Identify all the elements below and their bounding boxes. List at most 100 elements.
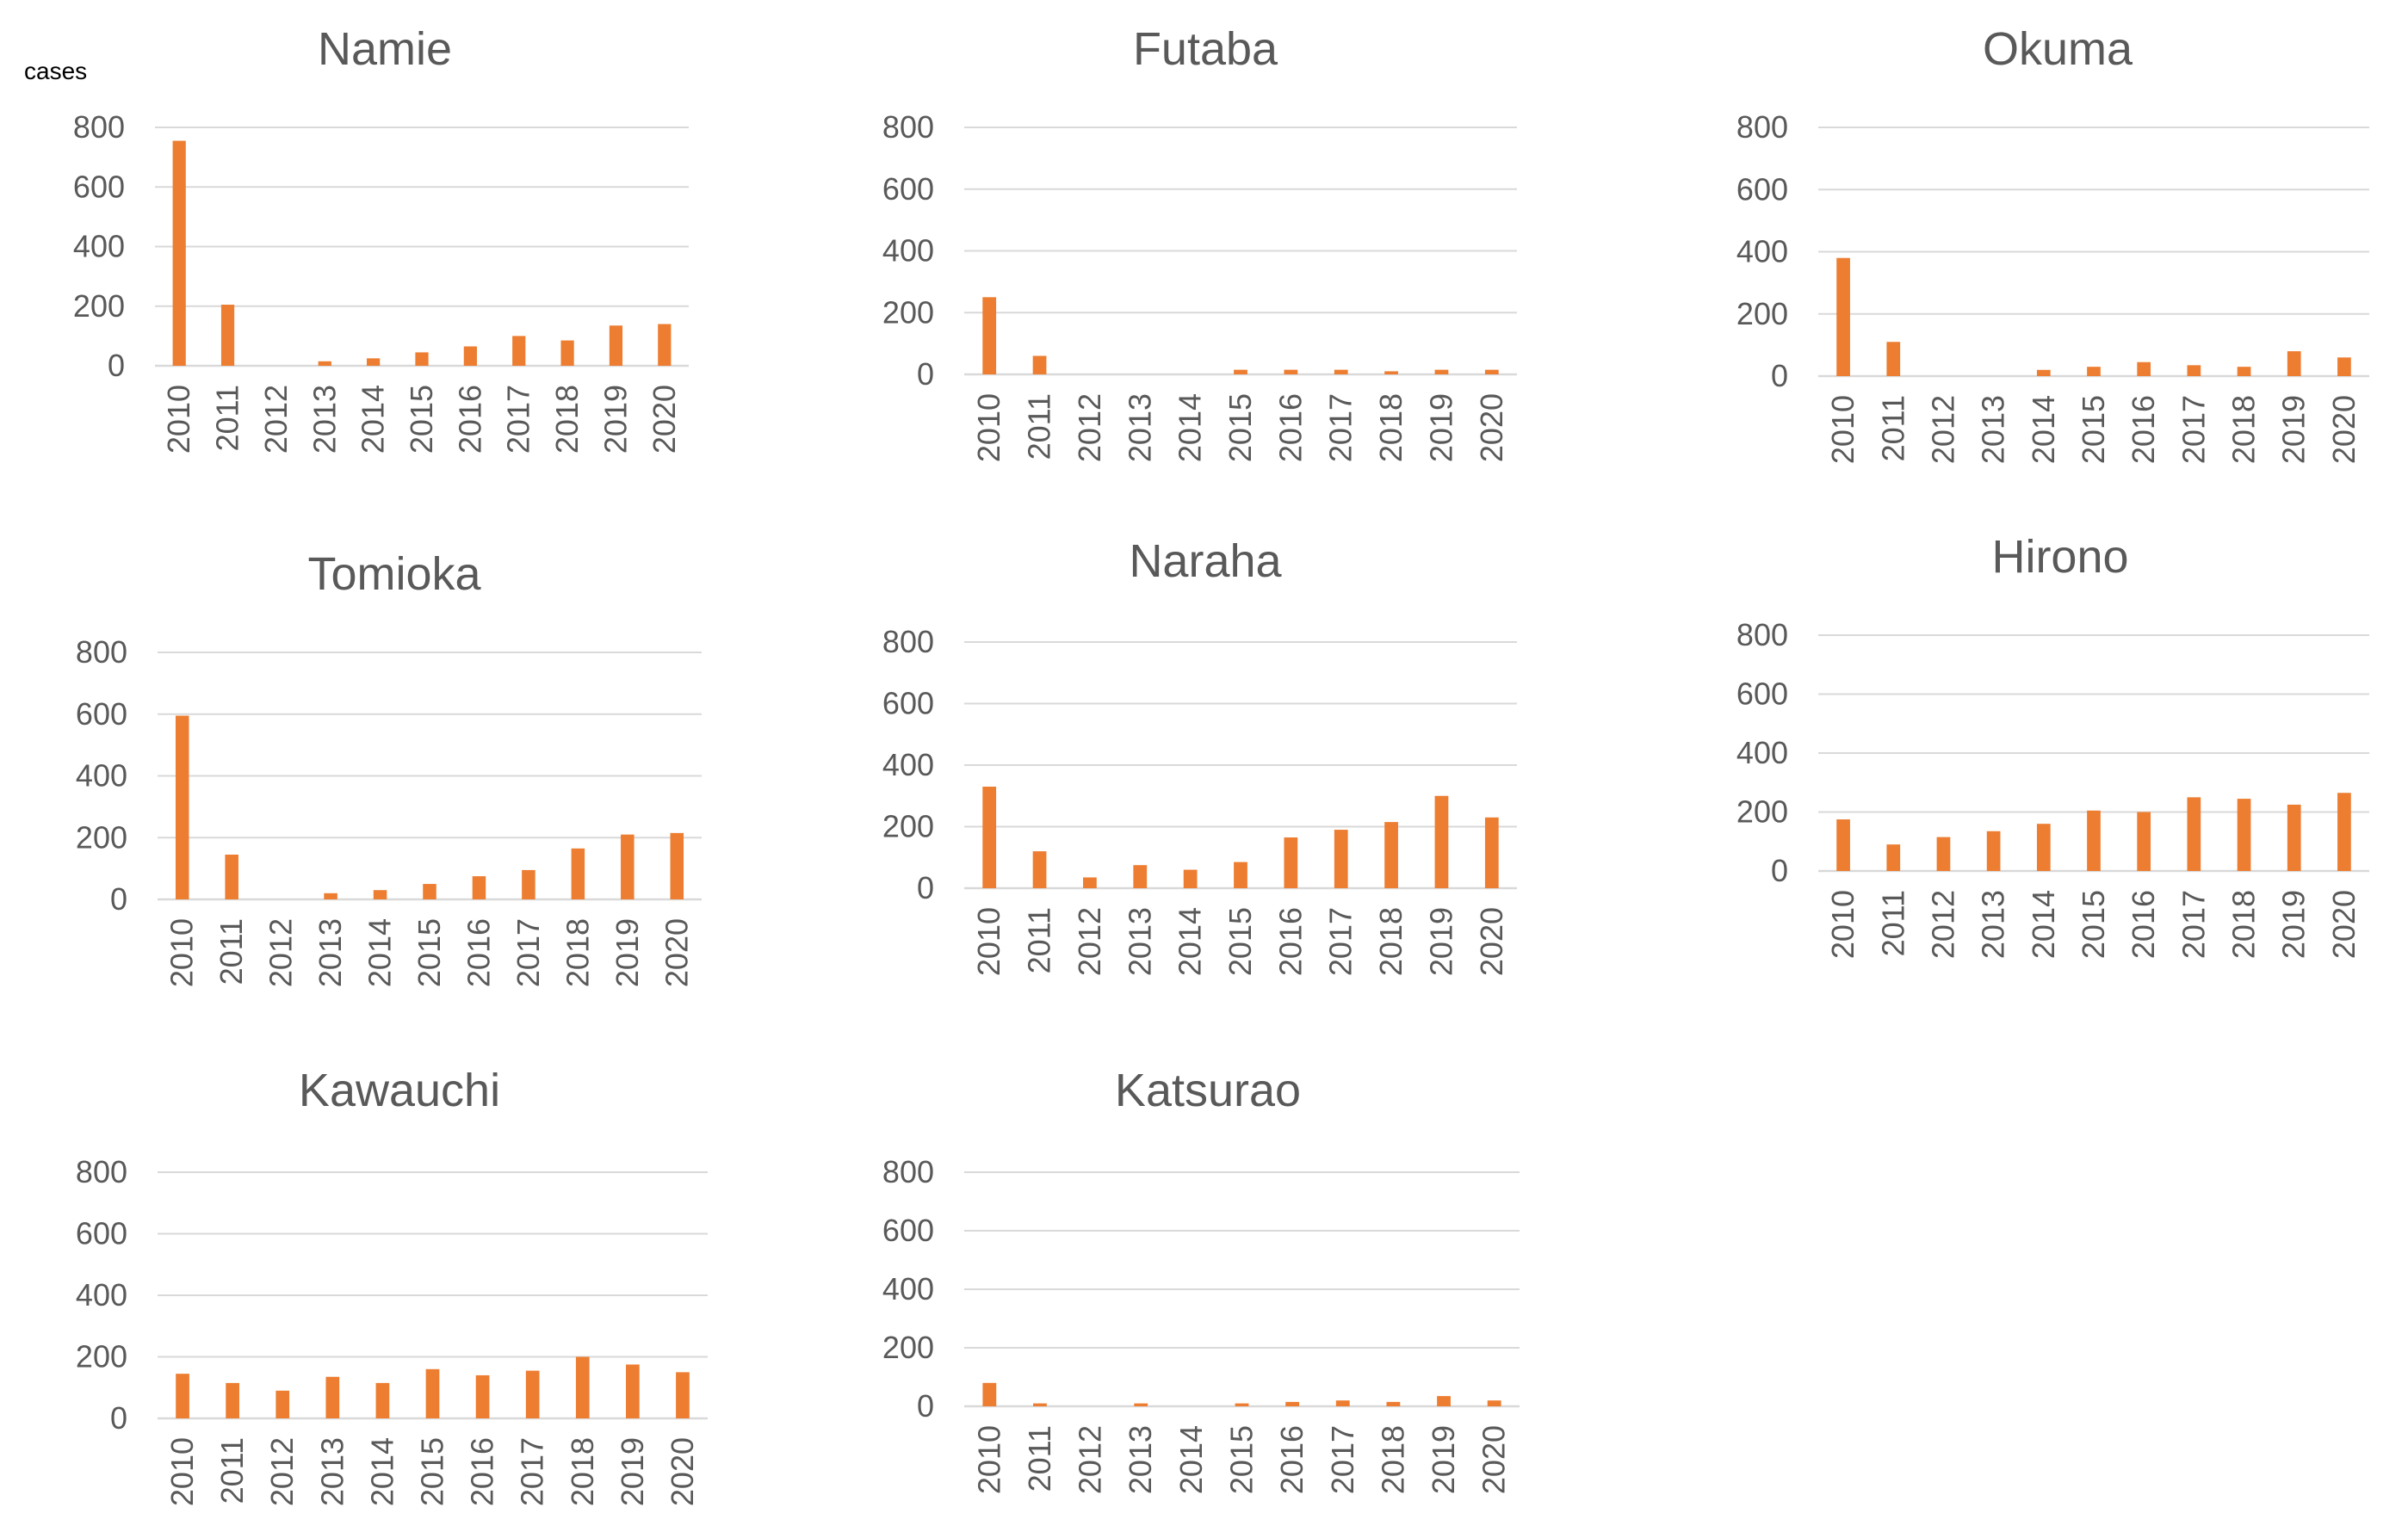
panel-title: Okuma [1983,23,2133,75]
bar-2015 [1235,1403,1249,1406]
bar-2018 [2237,799,2251,871]
bar-2011 [220,305,235,366]
x-tick-label: 2012 [258,385,294,454]
x-tick-label: 2018 [1375,1425,1410,1494]
bar-2018 [1386,1401,1401,1406]
bar-2017 [2187,797,2201,871]
bar-2015 [2087,367,2101,376]
y-tick-label: 400 [76,758,127,794]
bar-2016 [2137,812,2151,871]
bar-2010 [176,1374,189,1418]
bar-2019 [626,1364,640,1418]
bar-2015 [1234,369,1247,374]
bar-2013 [1986,831,2001,871]
x-tick-label: 2019 [610,918,645,987]
bar-2013 [318,361,331,366]
x-tick-label: 2013 [1976,395,2011,464]
bar-2016 [1284,369,1298,374]
x-tick-label: 2014 [2026,890,2061,959]
x-tick-label: 2011 [1875,395,1910,461]
bar-2013 [1134,1403,1148,1406]
x-tick-label: 2020 [2326,890,2362,959]
x-tick-label: 2016 [2126,890,2161,959]
y-tick-label: 400 [76,1277,127,1313]
bar-2019 [2287,351,2301,376]
x-tick-label: 2017 [511,918,546,987]
y-tick-label: 0 [110,881,127,917]
panel-katsurao: Katsurao 800 600 400 200 0 2010 2011 2012 2013 201… [882,1065,1520,1494]
y-tick-label: 400 [882,747,934,782]
y-tick-label: 800 [1736,617,1788,652]
x-tick-label: 2020 [1476,1425,1512,1494]
x-tick-label: 2020 [2326,395,2362,464]
y-tick-label: 400 [882,233,934,269]
bar-2012 [275,1390,290,1418]
x-tick-label: 2013 [1123,1425,1158,1494]
panel-okuma: Okuma 800 600 400 200 0 2010 2011 2012 2013 2014 20… [1736,23,2369,464]
x-tick-label: 2012 [263,918,299,987]
bar-2014 [373,890,387,899]
bar-2016 [463,346,477,366]
x-tick-label: 2015 [2076,890,2111,959]
x-tick-label: 2011 [210,385,245,451]
x-tick-label: 2014 [1173,393,1208,462]
y-tick-label: 0 [917,356,934,392]
x-tick-label: 2013 [306,385,342,454]
x-tick-label: 2010 [971,393,1006,462]
bar-2015 [423,884,436,899]
bar-2018 [2237,367,2251,376]
x-tick-label: 2014 [2026,395,2061,464]
x-tick-label: 2010 [971,907,1006,976]
bar-2017 [1334,830,1348,888]
x-tick-label: 2016 [1272,907,1308,976]
y-tick-label: 200 [76,1339,127,1374]
bar-2018 [575,1356,590,1418]
x-tick-label: 2010 [164,1437,200,1506]
bar-2011 [1032,851,1047,888]
panel-title: Kawauchi [299,1065,500,1116]
x-tick-label: 2016 [465,1437,500,1506]
y-tick-label: 600 [1736,676,1788,712]
bar-2018 [1384,822,1398,888]
bar-2017 [2187,365,2201,376]
x-tick-label: 2018 [1373,393,1408,462]
y-tick-label: 200 [1736,794,1788,830]
x-tick-label: 2012 [1072,393,1107,462]
x-tick-label: 2017 [2176,395,2211,464]
x-tick-label: 2019 [1423,393,1458,462]
x-tick-label: 2018 [560,918,595,987]
x-tick-label: 2016 [1274,1425,1309,1494]
bar-2015 [1234,862,1247,888]
x-tick-label: 2020 [659,918,694,987]
x-tick-label: 2014 [1173,907,1208,976]
y-tick-label: 400 [1736,735,1788,770]
panel-title: Tomioka [307,548,481,600]
x-tick-label: 2014 [1173,1425,1209,1494]
y-tick-label: 200 [73,288,125,324]
x-tick-label: 2020 [665,1437,700,1506]
x-tick-label: 2012 [1925,395,1960,464]
panel-title: Katsurao [1115,1065,1301,1116]
bar-2010 [982,1382,997,1406]
x-tick-label: 2012 [1925,890,1960,959]
bar-2013 [325,1376,340,1418]
y-tick-label: 800 [73,109,125,145]
bar-2011 [1886,844,1901,871]
x-tick-label: 2017 [2176,890,2211,959]
x-tick-label: 2013 [314,1437,350,1506]
panel-namie: Namie 800 600 400 200 0 2010 2011 2012 2013 2014 20… [73,23,689,454]
bar-2020 [1484,369,1499,374]
x-tick-label: 2015 [415,1437,450,1506]
y-tick-label: 0 [917,1388,934,1424]
x-tick-label: 2018 [2226,395,2262,464]
panel-kawauchi: Kawauchi 800 600 400 200 0 2010 2011 2012 2013 201… [76,1065,708,1506]
bar-2012 [1936,837,1951,871]
y-tick-label: 800 [76,1154,127,1189]
bar-2016 [475,1374,490,1418]
y-tick-label: 0 [1771,853,1788,888]
bar-2017 [525,1370,540,1418]
bar-2019 [1437,1396,1451,1406]
bar-2014 [2036,369,2051,376]
bar-2016 [1284,837,1298,888]
y-tick-label: 600 [882,1213,934,1248]
